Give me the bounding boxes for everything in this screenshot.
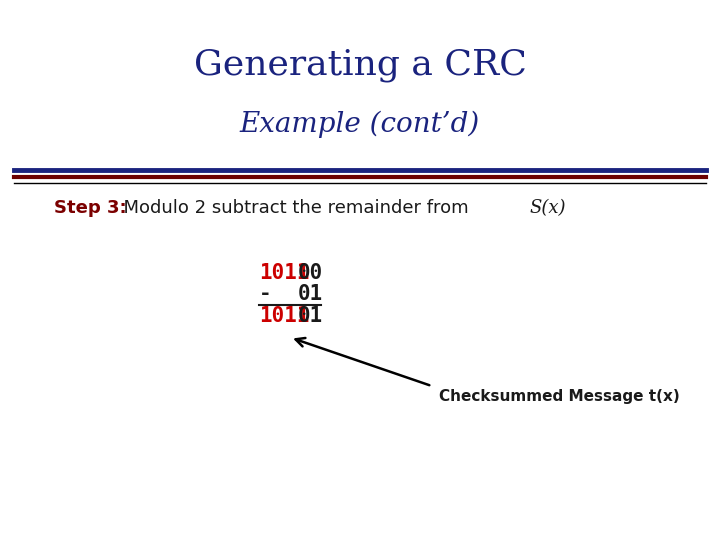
Text: 1011: 1011 (259, 262, 310, 283)
Text: Example (cont’d): Example (cont’d) (240, 111, 480, 138)
Text: Checksummed Message t(x): Checksummed Message t(x) (439, 389, 680, 404)
Text: 01: 01 (298, 306, 323, 326)
Text: Modulo 2 subtract the remainder from: Modulo 2 subtract the remainder from (112, 199, 474, 217)
Text: S(x): S(x) (529, 199, 566, 217)
Text: 00: 00 (298, 262, 323, 283)
Text: 1011: 1011 (259, 306, 310, 326)
Text: 01: 01 (298, 284, 323, 305)
Text: -: - (259, 284, 272, 305)
Text: Generating a CRC: Generating a CRC (194, 48, 526, 82)
Text: Step 3:: Step 3: (54, 199, 127, 217)
